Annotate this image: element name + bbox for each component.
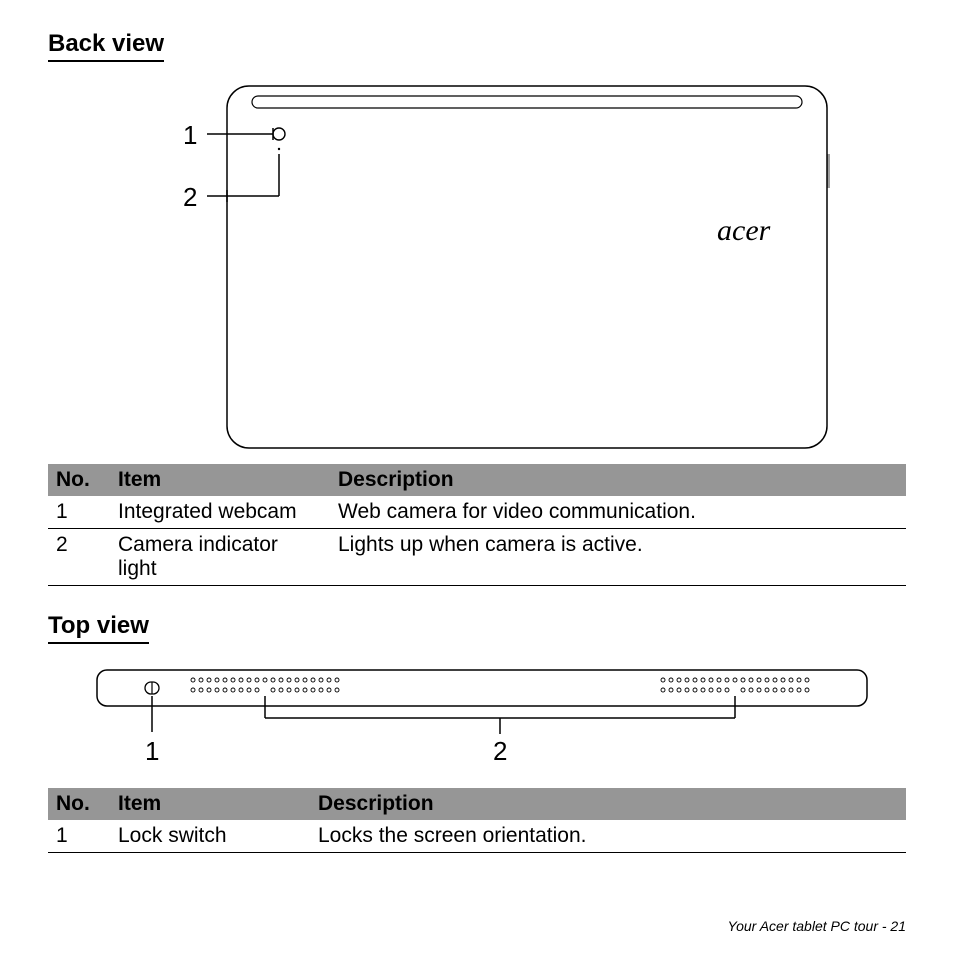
- svg-text:2: 2: [493, 736, 507, 766]
- table-header-no: No.: [48, 464, 110, 496]
- top-view-table: No. Item Description 1 Lock switch Locks…: [48, 788, 906, 853]
- table-header-item: Item: [110, 464, 330, 496]
- cell-desc: Locks the screen orientation.: [310, 820, 906, 853]
- svg-text:acer: acer: [717, 214, 771, 247]
- footer-page-number: 21: [890, 918, 906, 934]
- cell-no: 1: [48, 820, 110, 853]
- cell-no: 1: [48, 496, 110, 529]
- cell-desc: Lights up when camera is active.: [330, 529, 906, 586]
- svg-text:1: 1: [183, 120, 197, 150]
- back-view-table: No. Item Description 1 Integrated webcam…: [48, 464, 906, 586]
- table-row: 1 Lock switch Locks the screen orientati…: [48, 820, 906, 853]
- page-footer: Your Acer tablet PC tour - 21: [728, 918, 906, 934]
- table-header-desc: Description: [330, 464, 906, 496]
- table-header-item: Item: [110, 788, 310, 820]
- table-row: 1 Integrated webcam Web camera for video…: [48, 496, 906, 529]
- table-row: 2 Camera indicator light Lights up when …: [48, 529, 906, 586]
- back-view-heading: Back view: [48, 30, 164, 62]
- cell-item: Camera indicator light: [110, 529, 330, 586]
- top-view-heading: Top view: [48, 612, 149, 644]
- top-view-diagram: 1 2: [48, 662, 906, 782]
- table-header-desc: Description: [310, 788, 906, 820]
- svg-text:1: 1: [145, 736, 159, 766]
- back-view-diagram: acer 1 2: [48, 74, 906, 454]
- svg-text:2: 2: [183, 182, 197, 212]
- table-header-no: No.: [48, 788, 110, 820]
- cell-item: Integrated webcam: [110, 496, 330, 529]
- footer-text: Your Acer tablet PC tour -: [728, 918, 891, 934]
- cell-item: Lock switch: [110, 820, 310, 853]
- cell-desc: Web camera for video communication.: [330, 496, 906, 529]
- cell-no: 2: [48, 529, 110, 586]
